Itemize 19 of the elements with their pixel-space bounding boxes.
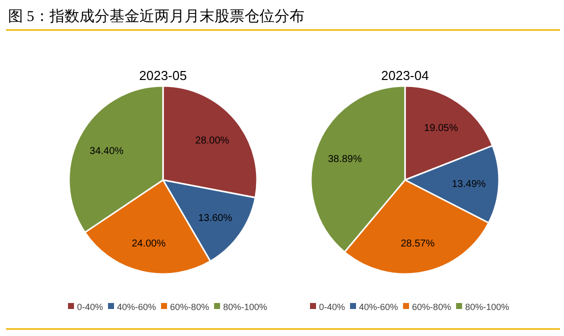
chart-title: 2023-05 [139, 68, 187, 83]
legend-label: 60%-80% [412, 302, 452, 312]
chart-title: 2023-04 [381, 68, 429, 83]
legend-label: 0-40% [319, 302, 346, 312]
data-label: 34.40% [90, 146, 124, 157]
data-label: 19.05% [424, 123, 458, 134]
data-label: 13.60% [198, 212, 232, 224]
legend-label: 40%-60% [359, 302, 398, 312]
legend-label: 80%-100% [223, 302, 268, 312]
caption: 图 5：指数成分基金近两月月末股票仓位分布 [8, 8, 304, 25]
data-label: 24.00% [132, 238, 166, 250]
data-label: 13.49% [452, 179, 486, 190]
legend-label: 40%-60% [117, 302, 156, 312]
legend-label: 60%-80% [170, 302, 210, 312]
legend-label: 80%-100% [465, 302, 510, 312]
legend-label: 0-40% [77, 302, 104, 312]
data-label: 28.00% [195, 135, 230, 146]
data-label: 28.57% [400, 238, 435, 250]
data-label: 38.89% [328, 154, 362, 166]
